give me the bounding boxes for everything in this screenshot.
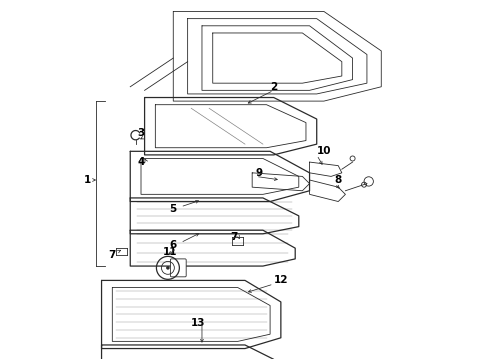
Text: 9: 9	[256, 168, 263, 178]
Text: 7: 7	[109, 250, 116, 260]
Text: 13: 13	[191, 319, 206, 328]
Text: 5: 5	[170, 204, 177, 214]
Text: 8: 8	[335, 175, 342, 185]
FancyBboxPatch shape	[171, 259, 186, 277]
Text: 7: 7	[231, 232, 238, 242]
Text: 3: 3	[137, 129, 145, 138]
Text: 6: 6	[170, 239, 177, 249]
Text: 12: 12	[273, 275, 288, 285]
Text: 2: 2	[270, 82, 277, 92]
Text: 4: 4	[137, 157, 145, 167]
Circle shape	[166, 266, 170, 270]
Text: 10: 10	[317, 146, 331, 156]
Text: 11: 11	[163, 247, 177, 257]
Text: 1: 1	[84, 175, 91, 185]
